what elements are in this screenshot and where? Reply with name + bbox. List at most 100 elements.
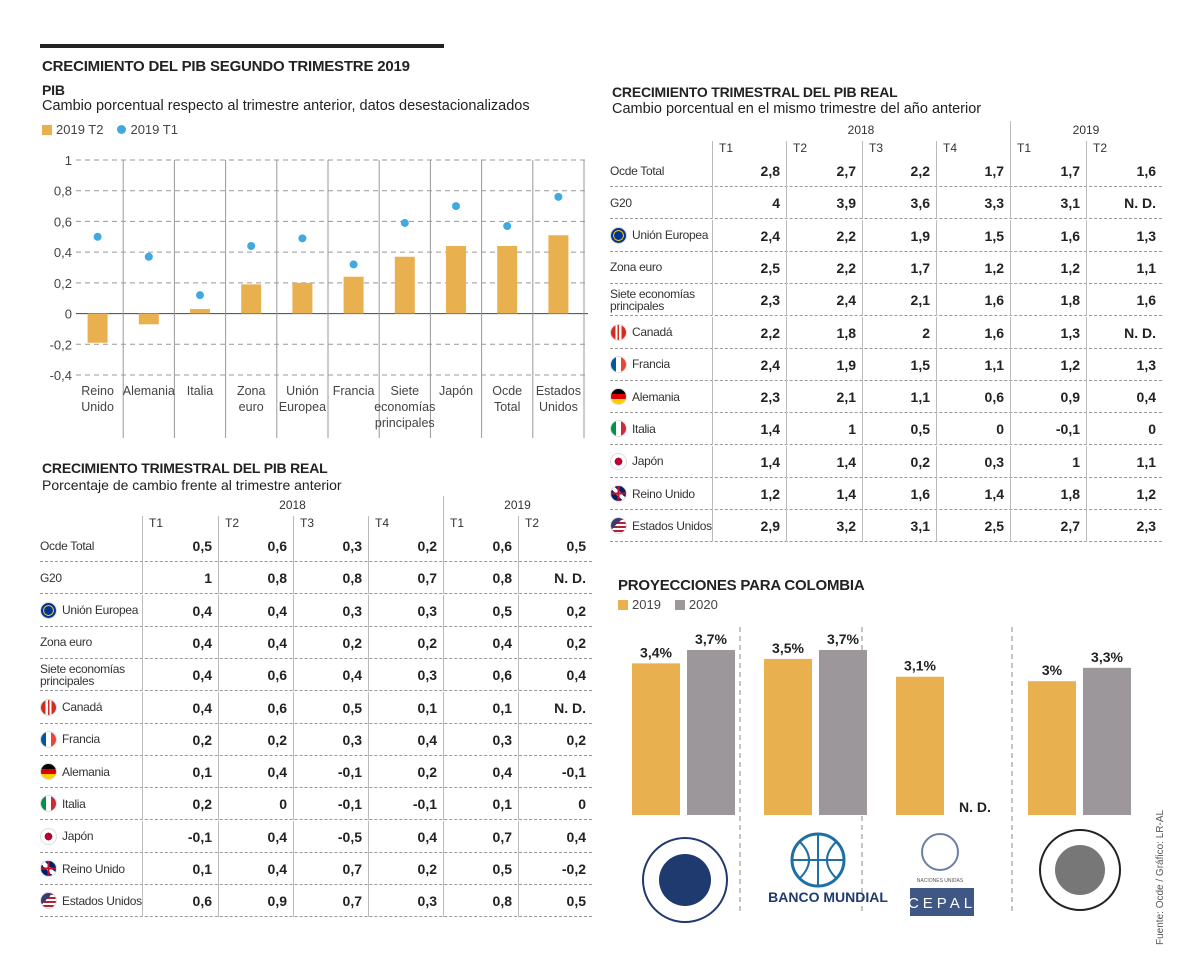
table-cell: 0,2 (518, 594, 592, 627)
flag-jp-icon (610, 452, 627, 470)
table-cell: N. D. (1086, 187, 1162, 220)
table-row: G20 4 3,9 3,6 3,3 3,1 N. D. (610, 187, 1162, 220)
row-label: Siete economías principales (610, 288, 712, 312)
x-category-label-line: Italia (187, 384, 213, 398)
row-label: G20 (610, 197, 712, 209)
table-row: Japón -0,1 0,4 -0,5 0,4 0,7 0,4 (40, 820, 592, 853)
bar-value-label: 3,7% (695, 631, 727, 647)
row-label-text: Siete economías principales (610, 286, 695, 313)
table-cell: 1,2 (1010, 251, 1086, 284)
table-cell: -0,5 (293, 820, 368, 853)
table-cell: 1,4 (786, 445, 862, 478)
table-cell: 0,3 (443, 723, 518, 756)
flag-ca-icon (40, 698, 57, 716)
table-cell: 1,4 (712, 445, 786, 478)
x-category-label-line: Siete (391, 384, 420, 398)
x-category-label-line: Japón (439, 384, 473, 398)
table-cell: 0 (218, 788, 293, 821)
quarter-header: T3 (862, 141, 936, 157)
row-label: Japón (40, 827, 142, 845)
table-cell: 0,5 (142, 530, 218, 562)
table-row: Alemania 0,1 0,4 -0,1 0,2 0,4 -0,1 (40, 756, 592, 789)
table-cell: 0,3 (936, 445, 1010, 478)
y-tick-label: 0,2 (54, 276, 72, 291)
row-label: Siete economías principales (40, 663, 142, 687)
table-cell: 0,9 (1010, 381, 1086, 414)
table-row: Reino Unido 1,2 1,4 1,6 1,4 1,8 1,2 (610, 478, 1162, 510)
table-cell: 0,4 (218, 756, 293, 789)
row-label-text: Canadá (62, 700, 103, 714)
row-label: Alemania (610, 388, 712, 406)
y-tick-label: 0,8 (54, 184, 72, 199)
row-label: G20 (40, 572, 142, 584)
table-cell: 2,7 (1010, 510, 1086, 543)
row-label-text: Alemania (62, 764, 110, 779)
row-label-text: Francia (62, 732, 100, 747)
bar-2019 (1028, 681, 1076, 815)
x-category-label-line: Unidos (539, 400, 578, 414)
table-cell: 2,2 (862, 155, 936, 187)
bar-t2 (446, 246, 466, 314)
table-cell: N. D. (518, 691, 592, 724)
dot-t1 (93, 232, 102, 241)
y-tick-label: 0,6 (54, 214, 72, 229)
table-cell: 1,4 (936, 478, 1010, 510)
table-cell: 0,4 (518, 820, 592, 853)
table-cell: 1,2 (1086, 478, 1162, 510)
x-category-label-line: Unido (81, 400, 114, 414)
row-label-text: Reino Unido (62, 861, 125, 876)
row-label-text: Japón (632, 454, 664, 469)
table-cell: 0,3 (293, 723, 368, 756)
table-cell: 0,8 (443, 562, 518, 595)
right-table-subtitle: Cambio porcentual en el mismo trimestre … (612, 101, 982, 117)
table-cell: 0,6 (218, 659, 293, 692)
bar-2019 (764, 658, 812, 815)
table-cell: 3,9 (786, 187, 862, 220)
x-category-label-line: Ocde (492, 384, 522, 398)
row-label-text: Unión Europea (62, 603, 139, 618)
table-cell: 2,5 (712, 251, 786, 284)
table-cell: 0,4 (443, 626, 518, 659)
table-cell: 0,1 (368, 691, 443, 724)
quarter-header: T2 (218, 516, 293, 532)
row-label-text: Italia (62, 796, 86, 811)
table-cell: 0,5 (518, 885, 592, 918)
table-row: Alemania 2,3 2,1 1,1 0,6 0,9 0,4 (610, 381, 1162, 414)
source-note: Fuente: Ocde / Gráfico: LR-AL (1155, 809, 1166, 945)
row-label-text: Ocde Total (40, 538, 95, 553)
flag-us-icon (610, 517, 627, 535)
table-cell: N. D. (518, 562, 592, 595)
table-cell: 0,2 (518, 626, 592, 659)
pib-chart-subtitle: Cambio porcentual respecto al trimestre … (42, 98, 530, 114)
table-cell: 0,8 (443, 885, 518, 918)
table-cell: 1,2 (1010, 348, 1086, 381)
proj-legend: 2019 2020 (618, 597, 718, 612)
table-cell: 1,1 (936, 348, 1010, 381)
row-label: Zona euro (610, 261, 712, 273)
table-cell: 2,5 (936, 510, 1010, 543)
table-cell: 1 (142, 562, 218, 595)
table-row: Francia 2,4 1,9 1,5 1,1 1,2 1,3 (610, 348, 1162, 381)
row-label-text: Canadá (632, 325, 673, 339)
table-cell: 1,3 (1086, 219, 1162, 252)
table-cell: 0,1 (142, 756, 218, 789)
x-category-label-line: Unión (286, 384, 319, 398)
proj-chart: 3,4% 3,7% 3,5% 3,7% 3,1% N. D. 3% 3,3% BANCO MUN… (632, 627, 1131, 923)
dot-t1 (144, 252, 153, 261)
seal-ring (1039, 829, 1121, 911)
bar-value-label: 3,5% (772, 640, 804, 656)
row-label-text: Japón (62, 829, 94, 844)
table-cell: 3,1 (1010, 187, 1086, 220)
table-cell: 0,2 (293, 626, 368, 659)
y-tick-label: 0,4 (54, 245, 72, 260)
row-label-text: Unión Europea (632, 228, 709, 243)
table-cell: -0,1 (518, 756, 592, 789)
table-cell: 0,4 (218, 820, 293, 853)
bar-2020 (687, 649, 735, 815)
row-label-text: Ocde Total (610, 163, 665, 178)
flag-eu-icon (40, 601, 57, 619)
row-label-text: Zona euro (610, 260, 663, 275)
table-cell: 1,6 (1010, 219, 1086, 252)
un-logo-text: NACIONES UNIDAS (917, 878, 964, 884)
row-label-text: Estados Unidos (632, 518, 712, 533)
